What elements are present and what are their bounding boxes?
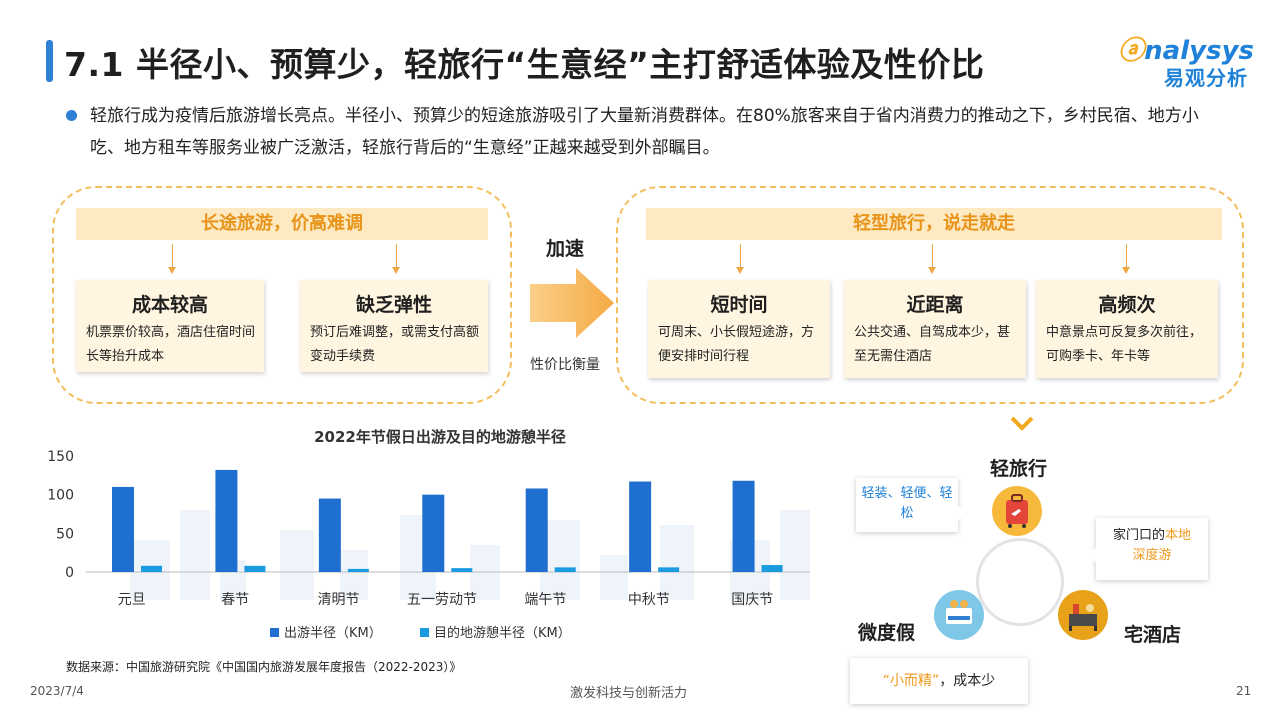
long-trip-panel: 长途旅游，价高难调 成本较高 机票票价较高，酒店住宿时间长等抬升成本 缺乏弹性 …	[52, 186, 512, 404]
y-tick-label: 100	[47, 488, 74, 504]
y-tick-label: 50	[56, 526, 74, 542]
bar-trip-radius	[525, 488, 548, 572]
value-measure-label: 性价比衡量	[530, 357, 600, 373]
arrow-down-icon	[392, 244, 400, 274]
legend-swatch	[270, 628, 279, 637]
y-tick-label: 150	[47, 449, 74, 465]
bar-destination-radius	[244, 565, 266, 572]
bubble-highlight: 本地	[1165, 528, 1192, 543]
card-desc: 公共交通、自驾成本少，甚至无需住酒店	[854, 325, 1011, 364]
logo-cn-text: 易观分析	[1164, 66, 1248, 90]
light-trip-panel: 轻型旅行，说走就走 短时间 可周末、小长假短途游，方便安排时间行程 近距离 公共…	[616, 186, 1244, 404]
card-desc: 机票票价较高，酒店住宿时间长等抬升成本	[86, 325, 256, 364]
footer-slogan: 激发科技与创新活力	[570, 686, 688, 701]
right-node-label: 宅酒店	[1124, 624, 1182, 646]
cost-card: 成本较高 机票票价较高，酒店住宿时间长等抬升成本	[76, 280, 264, 372]
bar-destination-radius	[141, 565, 162, 572]
x-tick-label: 中秋节	[628, 592, 670, 608]
arrow-down-icon	[1122, 244, 1130, 274]
chevron-down-icon	[1010, 416, 1034, 431]
page-title: 7.1 半径小、预算少，轻旅行“生意经”主打舒适体验及性价比	[64, 45, 985, 84]
card-title: 短时间	[710, 294, 768, 316]
hotel-room-icon	[1058, 590, 1108, 640]
bar-trip-radius	[629, 481, 652, 572]
high-frequency-card: 高频次 中意景点可反复多次前往，可购季卡、年卡等	[1036, 280, 1218, 378]
arrow-down-icon	[168, 244, 176, 274]
bar-destination-radius	[658, 567, 680, 572]
card-title: 成本较高	[131, 294, 208, 316]
x-tick-label: 春节	[221, 592, 249, 608]
center-ring	[976, 538, 1064, 626]
card-title: 高频次	[1098, 294, 1156, 316]
bar-destination-radius	[554, 567, 576, 572]
family-vacation-icon	[934, 590, 984, 640]
page-number: 21	[1236, 684, 1252, 698]
x-tick-label: 五一劳动节	[407, 592, 477, 608]
left-node-label: 微度假	[858, 622, 916, 644]
local-tour-bubble: 家门口的本地 深度游	[1096, 518, 1208, 580]
x-tick-label: 清明节	[318, 592, 360, 608]
flexibility-card: 缺乏弹性 预订后难调整，或需支付高额变动手续费	[300, 280, 488, 372]
card-desc: 预订后难调整，或需支付高额变动手续费	[310, 325, 480, 364]
bubble-tip	[958, 506, 968, 520]
bubble-tip	[1086, 548, 1096, 562]
holiday-radius-chart: 2022年节假日出游及目的地游憩半径 0 50 100 150 元旦 春节 清明节 五一劳动…	[47, 428, 810, 641]
short-time-card: 短时间 可周末、小长假短途游，方便安排时间行程	[648, 280, 830, 378]
small-refined-bubble: “小而精”，成本少	[850, 658, 1028, 704]
center-node-label: 轻旅行	[990, 458, 1048, 480]
intro-paragraph: 轻旅行成为疫情后旅游增长亮点。半径小、预算少的短途旅游吸引了大量新消费群体。在8…	[90, 106, 1199, 158]
legend-label: 出游半径（KM）	[284, 626, 382, 641]
bar-trip-radius	[112, 486, 134, 572]
light-trip-heading: 轻型旅行，说走就走	[646, 208, 1222, 240]
bar-trip-radius	[318, 498, 341, 572]
x-tick-label: 元旦	[118, 592, 146, 608]
long-trip-heading: 长途旅游，价高难调	[76, 208, 488, 240]
bar-trip-radius	[732, 480, 755, 572]
accelerate-label: 加速	[546, 238, 585, 260]
luggage-icon	[992, 486, 1042, 536]
short-distance-card: 近距离 公共交通、自驾成本少，甚至无需住酒店	[844, 280, 1026, 378]
title-accent-bar	[46, 40, 53, 82]
right-arrow-icon	[530, 268, 614, 338]
x-tick-label: 端午节	[524, 592, 566, 608]
card-title: 缺乏弹性	[355, 294, 432, 316]
arrow-down-icon	[736, 244, 744, 274]
bubble-text: 家门口的	[1112, 528, 1165, 543]
bar-destination-radius	[761, 565, 783, 572]
bullet-dot-icon	[66, 110, 77, 121]
legend-label: 目的地游憩半径（KM）	[434, 625, 571, 641]
legend-swatch	[420, 628, 429, 637]
card-desc: 中意景点可反复多次前往，可购季卡、年卡等	[1046, 325, 1203, 364]
x-tick-label: 国庆节	[731, 592, 773, 608]
bubble-text: ，成本少	[939, 673, 996, 689]
chart-title: 2022年节假日出游及目的地游憩半径	[314, 428, 566, 446]
bar-destination-radius	[347, 568, 369, 572]
arrow-down-icon	[928, 244, 936, 274]
y-tick-label: 0	[65, 565, 74, 581]
bubble-highlight: 深度游	[1132, 548, 1172, 563]
card-desc: 可周末、小长假短途游，方便安排时间行程	[658, 325, 815, 364]
bar-destination-radius	[451, 568, 473, 572]
logo-en-text: nalysys	[1144, 36, 1254, 66]
bubble-highlight: “小而精”	[882, 673, 940, 689]
footer-date: 2023/7/4	[30, 684, 84, 698]
card-title: 近距离	[906, 294, 964, 316]
data-source: 数据来源：中国旅游研究院《中国国内旅游发展年度报告（2022-2023）》	[66, 660, 462, 674]
bar-trip-radius	[215, 469, 238, 572]
light-travel-bubble: 轻装、轻便、轻松	[856, 478, 958, 532]
logo-swoosh-icon: ⓐ	[1118, 36, 1145, 66]
light-travel-diagram: 轻旅行 微度假 宅酒店 轻装、轻便、轻松 家门口的本地 深度游 “小而精”	[840, 440, 1260, 710]
analysys-logo: ⓐnalysys 易观分析	[1094, 30, 1254, 94]
bar-trip-radius	[422, 494, 445, 572]
